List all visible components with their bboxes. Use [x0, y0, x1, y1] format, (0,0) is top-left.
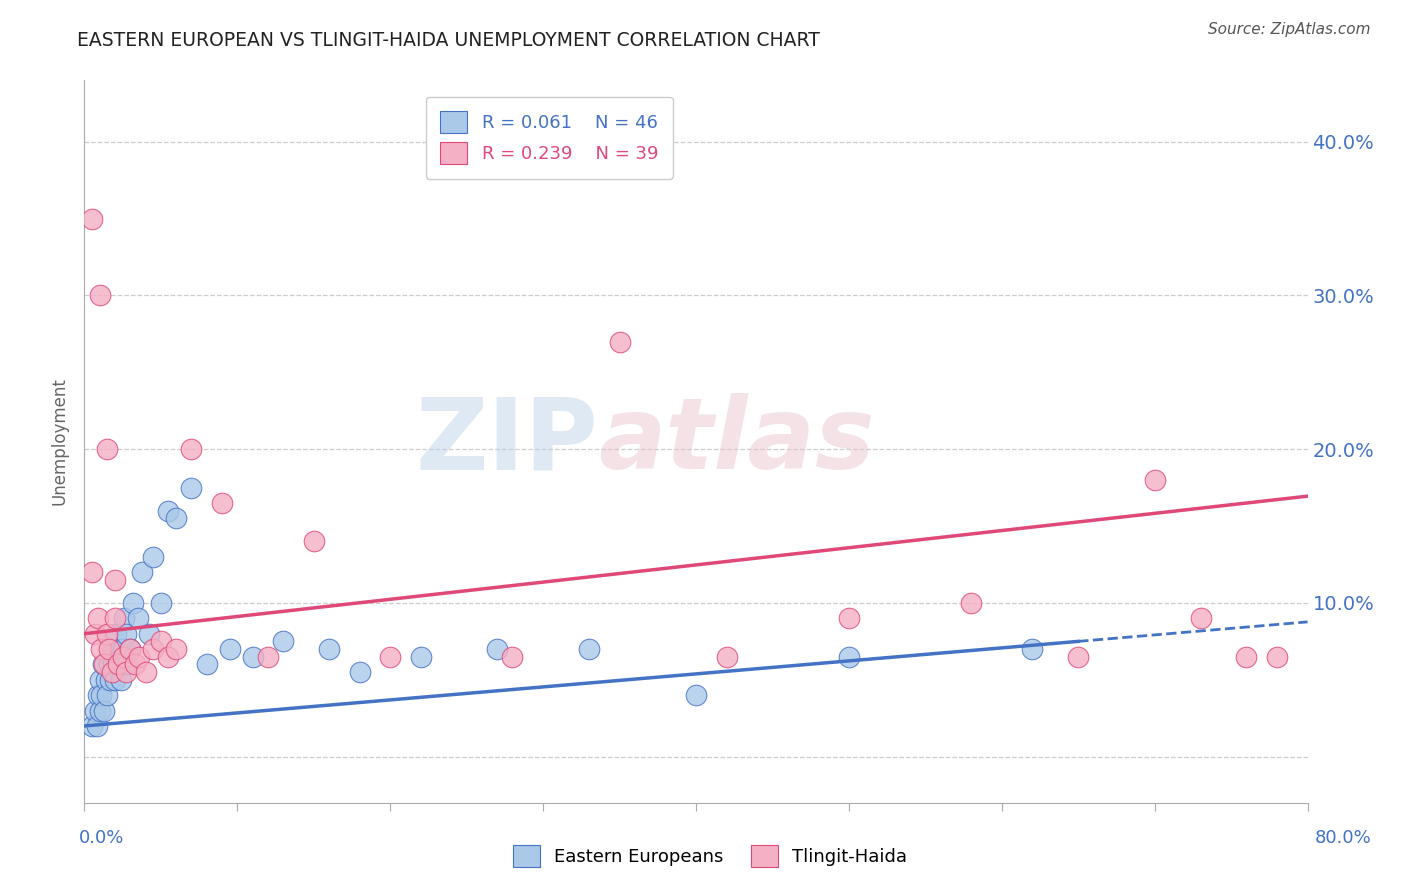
Point	[97, 657, 120, 672]
Point	[195, 657, 218, 672]
Point	[93, 704, 115, 718]
Point	[138, 626, 160, 640]
Point	[157, 504, 180, 518]
Point	[218, 642, 240, 657]
Point	[89, 288, 111, 302]
Point	[302, 534, 325, 549]
Point	[211, 496, 233, 510]
Point	[165, 642, 187, 657]
Point	[96, 688, 118, 702]
Point	[89, 673, 111, 687]
Point	[122, 596, 145, 610]
Text: 80.0%: 80.0%	[1315, 829, 1371, 847]
Text: 0.0%: 0.0%	[79, 829, 124, 847]
Point	[80, 719, 103, 733]
Point	[1143, 473, 1166, 487]
Point	[101, 642, 124, 657]
Legend: R = 0.061    N = 46, R = 0.239    N = 39: R = 0.061 N = 46, R = 0.239 N = 39	[426, 96, 672, 178]
Point	[157, 649, 180, 664]
Point	[90, 642, 112, 657]
Point	[111, 642, 134, 657]
Point	[142, 642, 165, 657]
Point	[104, 673, 127, 687]
Point	[110, 673, 132, 687]
Point	[960, 596, 983, 610]
Point	[149, 596, 172, 610]
Point	[1021, 642, 1043, 657]
Point	[838, 611, 860, 625]
Point	[502, 649, 524, 664]
Text: EASTERN EUROPEAN VS TLINGIT-HAIDA UNEMPLOYMENT CORRELATION CHART: EASTERN EUROPEAN VS TLINGIT-HAIDA UNEMPL…	[77, 31, 820, 50]
Point	[142, 549, 165, 564]
Point	[112, 611, 135, 625]
Point	[90, 688, 112, 702]
Point	[86, 719, 108, 733]
Point	[87, 611, 110, 625]
Point	[84, 626, 107, 640]
Point	[115, 657, 138, 672]
Point	[165, 511, 187, 525]
Point	[149, 634, 172, 648]
Legend: Eastern Europeans, Tlingit-Haida: Eastern Europeans, Tlingit-Haida	[506, 838, 914, 874]
Point	[716, 649, 738, 664]
Point	[242, 649, 264, 664]
Point	[108, 642, 131, 657]
Point	[97, 642, 120, 657]
Point	[609, 334, 631, 349]
Point	[104, 573, 127, 587]
Point	[84, 704, 107, 718]
Text: ZIP: ZIP	[415, 393, 598, 490]
Point	[96, 626, 118, 640]
Point	[93, 657, 115, 672]
Point	[107, 657, 129, 672]
Point	[318, 642, 340, 657]
Point	[180, 481, 202, 495]
Point	[271, 634, 294, 648]
Point	[135, 665, 157, 680]
Y-axis label: Unemployment: Unemployment	[51, 377, 69, 506]
Point	[120, 642, 142, 657]
Point	[349, 665, 371, 680]
Point	[80, 211, 103, 226]
Point	[409, 649, 432, 664]
Point	[257, 649, 280, 664]
Point	[1067, 649, 1090, 664]
Point	[1189, 611, 1212, 625]
Point	[96, 442, 118, 457]
Point	[103, 657, 125, 672]
Point	[127, 611, 149, 625]
Point	[91, 657, 114, 672]
Point	[114, 626, 136, 640]
Text: atlas: atlas	[598, 393, 875, 490]
Point	[104, 611, 127, 625]
Point	[380, 649, 402, 664]
Point	[486, 642, 509, 657]
Point	[128, 649, 150, 664]
Point	[838, 649, 860, 664]
Point	[107, 657, 129, 672]
Point	[578, 642, 600, 657]
Point	[180, 442, 202, 457]
Point	[685, 688, 707, 702]
Point	[120, 642, 142, 657]
Point	[87, 688, 110, 702]
Point	[98, 673, 121, 687]
Point	[89, 704, 111, 718]
Point	[111, 649, 134, 664]
Point	[94, 673, 117, 687]
Point	[101, 665, 124, 680]
Point	[1236, 649, 1258, 664]
Point	[131, 565, 153, 579]
Point	[124, 657, 146, 672]
Point	[1265, 649, 1288, 664]
Point	[105, 626, 128, 640]
Point	[80, 565, 103, 579]
Text: Source: ZipAtlas.com: Source: ZipAtlas.com	[1208, 22, 1371, 37]
Point	[114, 665, 136, 680]
